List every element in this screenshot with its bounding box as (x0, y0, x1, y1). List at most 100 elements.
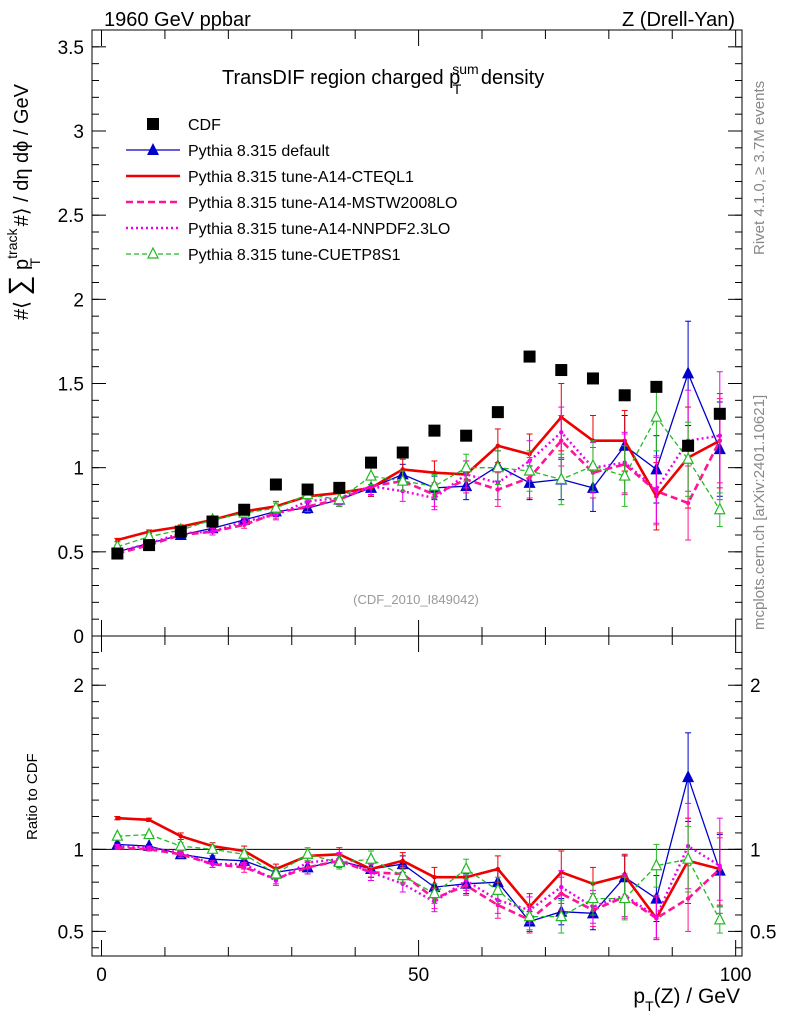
main-y-tick-label: 2 (73, 290, 84, 311)
main-point-cuetp8s1 (365, 468, 377, 481)
ratio-line-cuetp8s1 (117, 833, 721, 921)
ratio-point-cuetp8s1 (396, 868, 409, 881)
ratio-point-cuetp8s1 (143, 827, 156, 840)
ratio-point-cuetp8s1 (206, 841, 219, 854)
main-point-cdf (491, 406, 504, 419)
main-point-cdf (269, 478, 282, 491)
ratio-point-cuetp8s1 (365, 851, 377, 864)
header-energy-label: 1960 GeV ppbar (104, 9, 251, 31)
legend-label-cuetp8s1: Pythia 8.315 tune-CUETP8S1 (188, 247, 401, 264)
ratio-point-nnpdf (305, 860, 310, 865)
main-y-axis-title: #⟨ ∑ ptrack T #⟩ / dη dϕ / GeV (3, 83, 43, 320)
ratio-line-cteql1 (117, 816, 721, 921)
main-point-cuetp8s1 (650, 409, 663, 422)
ratio-data-layer (111, 732, 726, 941)
main-point-default (682, 366, 695, 379)
main-y-tick-label: 1.5 (58, 375, 84, 396)
main-series-cteql1 (114, 383, 723, 543)
main-point-cdf (586, 372, 599, 385)
ratio-point-cteql1 (432, 875, 437, 880)
main-point-cdf (396, 446, 409, 459)
main-point-cdf (523, 350, 536, 363)
ratio-y-axis: 0.5 0.5 1 1 2 2 (58, 651, 776, 949)
main-point-cdf (555, 364, 568, 377)
ratio-line-default (117, 774, 721, 923)
ratio-point-nnpdf (115, 843, 120, 849)
main-point-nnpdf (717, 433, 723, 438)
ratio-point-nnpdf (241, 861, 247, 867)
title-text: TransDIF region charged p (222, 67, 460, 89)
legend-entry-nnpdf: Pythia 8.315 tune-A14-NNPDF2.3LO (126, 221, 450, 238)
ylabel-p: p (11, 259, 33, 276)
legend-entry-mstw: Pythia 8.315 tune-A14-MSTW2008LO (126, 195, 457, 212)
legend-label-nnpdf: Pythia 8.315 tune-A14-NNPDF2.3LO (188, 221, 450, 238)
x-tick-label: 50 (408, 965, 429, 986)
main-point-cdf (174, 525, 187, 538)
ratio-point-nnpdf (463, 878, 469, 883)
ratio-point-cuetp8s1 (682, 851, 695, 864)
ratio-point-cuetp8s1 (650, 858, 663, 871)
ratio-series-mstw (114, 837, 723, 941)
legend-label-cdf: CDF (188, 117, 221, 134)
ratio-point-nnpdf (559, 884, 564, 890)
ratio-y-tick-label: 2 (73, 676, 84, 697)
main-point-cuetp8s1 (491, 460, 504, 473)
main-point-cdf (428, 424, 441, 437)
ratio-point-cuetp8s1 (618, 891, 631, 904)
main-point-cdf (333, 481, 346, 494)
main-point-cuetp8s1 (682, 451, 695, 464)
ratio-point-cuetp8s1 (555, 909, 568, 922)
legend-marker-cuetp8s1 (147, 246, 159, 259)
legend-entry-cdf: CDF (147, 117, 221, 134)
ratio-point-cuetp8s1 (301, 846, 314, 859)
rivet-version-label: Rivet 4.1.0, ≥ 3.7M events (751, 81, 768, 255)
main-point-mstw (685, 500, 691, 506)
xlabel-sub: T (645, 998, 654, 1014)
main-point-nnpdf (559, 430, 564, 435)
ratio-point-cuetp8s1 (460, 861, 473, 874)
main-point-cdf (365, 456, 378, 469)
main-point-cdf (713, 407, 726, 420)
title-post: density (475, 67, 544, 89)
ratio-series-cteql1 (114, 815, 723, 941)
legend-marker-default (147, 143, 159, 155)
main-point-cdf (111, 547, 124, 560)
main-point-cteql1 (400, 467, 405, 472)
ratio-point-cuetp8s1 (428, 886, 441, 899)
main-point-cdf (682, 439, 695, 452)
ratio-point-cuetp8s1 (713, 912, 726, 925)
main-line-mstw (117, 438, 721, 555)
legend-entry-cteql1: Pythia 8.315 tune-A14-CTEQL1 (126, 169, 414, 186)
ratio-point-cuetp8s1 (523, 909, 536, 922)
ratio-y-tick-label-right: 2 (750, 676, 761, 697)
ratio-point-cteql1 (495, 866, 501, 872)
main-point-cdf (650, 380, 663, 393)
header-process-label: Z (Drell-Yan) (622, 9, 735, 31)
legend-label-mstw: Pythia 8.315 tune-A14-MSTW2008LO (188, 195, 457, 212)
x-axis-title: pT(Z) / GeV (633, 985, 740, 1014)
main-point-cdf (143, 539, 156, 552)
ylabel-post: #⟩ / dη dϕ / GeV (11, 83, 33, 232)
ratio-point-cuetp8s1 (333, 855, 346, 868)
main-y-tick-label: 3 (73, 122, 84, 143)
ratio-point-cteql1 (178, 834, 183, 839)
main-point-cuetp8s1 (587, 458, 599, 471)
legend-marker-cdf (147, 118, 159, 130)
main-y-tick-label: 1 (73, 459, 84, 480)
main-point-nnpdf (654, 487, 659, 492)
x-tick-label: 100 (720, 965, 752, 986)
ratio-panel-frame (91, 635, 743, 957)
main-point-cdf (206, 515, 219, 528)
ratio-y-tick-label: 1 (73, 840, 84, 861)
main-y-tick-label: 2.5 (58, 206, 84, 227)
main-point-nnpdf (241, 519, 247, 524)
ylabel-sub: T (27, 258, 43, 267)
main-point-cuetp8s1 (396, 473, 409, 486)
main-point-nnpdf (368, 483, 374, 489)
title-sup: sum (452, 61, 478, 77)
main-line-nnpdf (117, 430, 720, 553)
analysis-id-watermark: (CDF_2010_I849042) (353, 592, 479, 607)
xlabel-p: p (633, 985, 645, 1008)
xlabel-post: (Z) / GeV (654, 985, 740, 1008)
